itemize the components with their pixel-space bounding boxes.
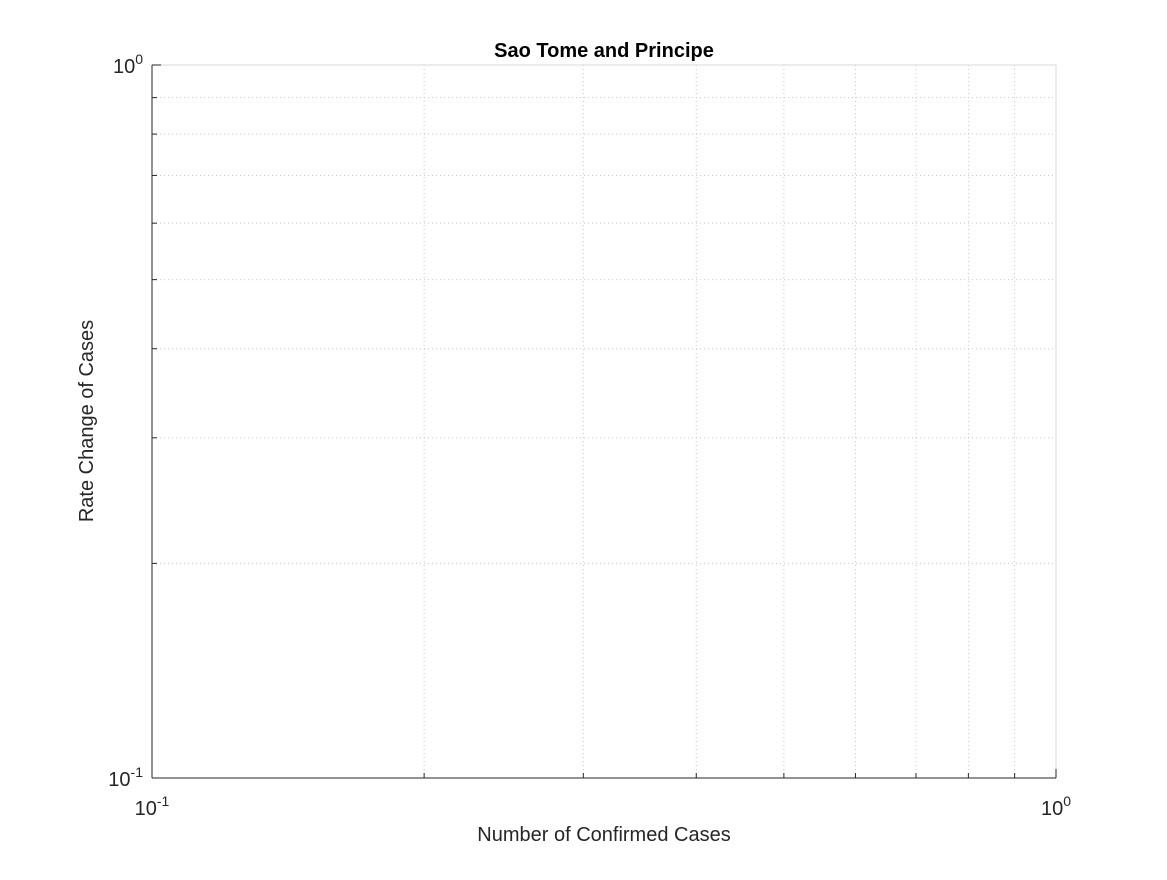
y-tick-label: 10-1 — [108, 764, 143, 791]
y-axis-label: Rate Change of Cases — [76, 320, 98, 522]
x-axis-label: Number of Confirmed Cases — [477, 824, 730, 846]
tick-labels: 10-1 100 10-1 100 — [108, 51, 1071, 820]
grid-layer — [152, 65, 1056, 778]
x-tick-label: 100 — [1041, 793, 1071, 820]
y-tick-label: 100 — [113, 51, 143, 78]
x-tick-label: 10-1 — [135, 793, 170, 820]
plot-area — [152, 65, 1056, 778]
ticks-layer — [151, 64, 1057, 779]
chart-title: Sao Tome and Principe — [494, 40, 714, 62]
axes-layer — [151, 64, 1057, 779]
